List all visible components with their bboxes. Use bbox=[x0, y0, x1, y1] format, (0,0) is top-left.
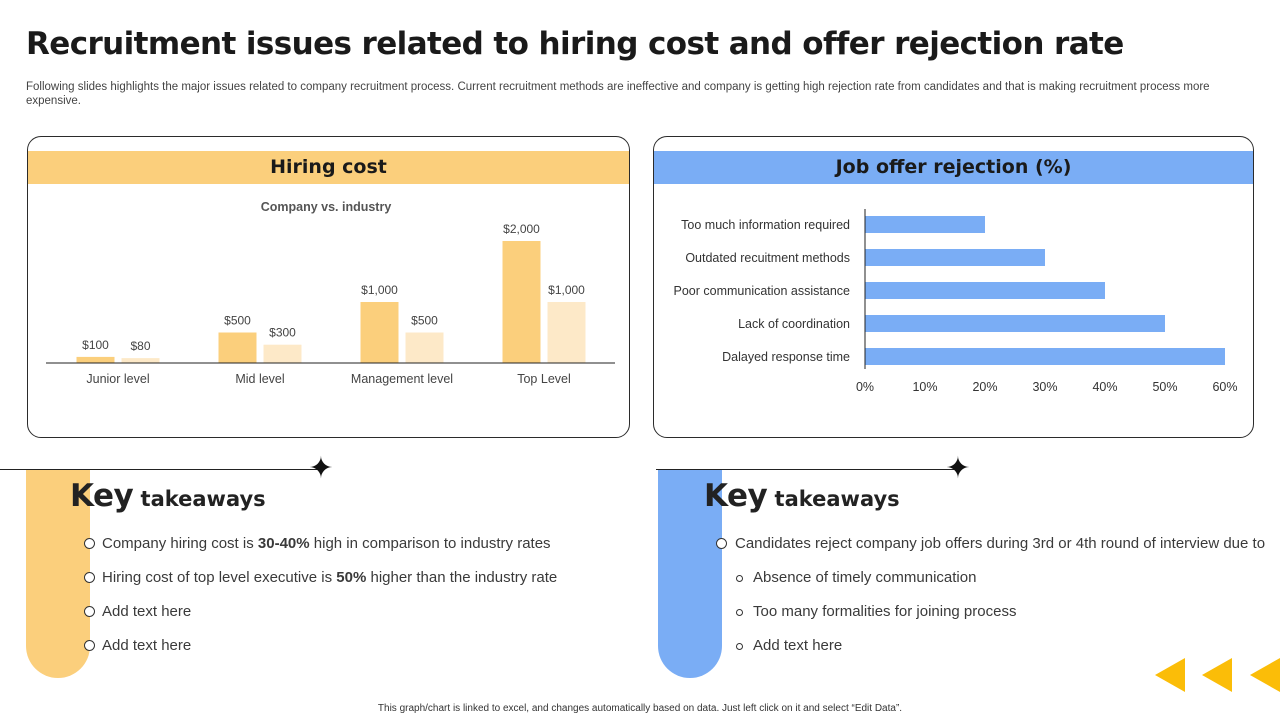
y-tick-label: Too much information required bbox=[681, 218, 850, 232]
takeaways-list-left: Company hiring cost is 30-40% high in co… bbox=[84, 535, 557, 671]
bullet-circle-icon bbox=[84, 640, 95, 651]
hiring-cost-header: Hiring cost bbox=[28, 151, 629, 184]
job-offer-rejection-panel: Job offer rejection (%) Too much informa… bbox=[653, 136, 1254, 438]
data-label: $1,000 bbox=[361, 283, 398, 297]
bar-company[interactable] bbox=[218, 332, 257, 364]
x-tick-label: 40% bbox=[1092, 380, 1117, 394]
hiring-cost-panel: Hiring cost Company vs. industry $100 $80… bbox=[27, 136, 630, 438]
takeaways-word: takeaways bbox=[133, 487, 266, 511]
triangle-left-arrow-icon[interactable] bbox=[1202, 657, 1234, 693]
list-item: Add text here bbox=[84, 603, 557, 637]
list-item: Absence of timely communication bbox=[716, 569, 1265, 603]
takeaways-accent-left bbox=[26, 470, 90, 678]
four-point-star-icon: ✦ bbox=[308, 452, 334, 485]
data-label: $1,000 bbox=[548, 283, 585, 297]
sub-bullet-circle-icon bbox=[736, 575, 743, 582]
four-point-star-icon: ✦ bbox=[945, 452, 971, 485]
key-word: Key bbox=[704, 478, 768, 514]
y-tick-label: Poor communication assistance bbox=[674, 284, 851, 298]
data-label: $500 bbox=[224, 314, 251, 328]
x-tick-label: 10% bbox=[912, 380, 937, 394]
bar-company[interactable] bbox=[360, 302, 399, 363]
triangle-left-arrow-icon[interactable] bbox=[1250, 657, 1280, 693]
data-label: $500 bbox=[411, 314, 438, 328]
rejection-bar[interactable] bbox=[865, 348, 1225, 365]
divider-line-right bbox=[656, 469, 956, 470]
key-word: Key bbox=[70, 478, 134, 514]
page-title: Recruitment issues related to hiring cos… bbox=[26, 26, 1124, 62]
bar-industry[interactable] bbox=[405, 332, 444, 364]
rejection-bar[interactable] bbox=[865, 249, 1045, 266]
bar-industry[interactable] bbox=[547, 302, 586, 363]
x-tick-label: Top Level bbox=[517, 372, 571, 386]
bullet-circle-icon bbox=[84, 538, 95, 549]
list-item: Candidates reject company job offers dur… bbox=[716, 535, 1265, 569]
rejection-bar[interactable] bbox=[865, 282, 1105, 299]
y-tick-label: Dalayed response time bbox=[722, 350, 850, 364]
bullet-circle-icon bbox=[84, 572, 95, 583]
takeaways-word: takeaways bbox=[767, 487, 900, 511]
bar-industry[interactable] bbox=[121, 358, 160, 363]
list-item: Hiring cost of top level executive is 50… bbox=[84, 569, 557, 603]
data-label: $2,000 bbox=[503, 222, 540, 236]
x-tick-label: Management level bbox=[351, 372, 453, 386]
job-offer-rejection-header: Job offer rejection (%) bbox=[654, 151, 1253, 184]
bar-company[interactable] bbox=[76, 356, 115, 363]
hiring-cost-chart[interactable]: Company vs. industry $100 $80 $500 $300 $1,0… bbox=[28, 193, 629, 433]
sub-bullet-circle-icon bbox=[736, 609, 743, 616]
chart-title: Company vs. industry bbox=[261, 200, 392, 214]
key-takeaways-title-left: Key takeaways bbox=[70, 478, 266, 514]
list-item: Add text here bbox=[84, 637, 557, 671]
bar-industry[interactable] bbox=[263, 344, 302, 363]
data-label: $80 bbox=[130, 339, 150, 353]
triangle-left-arrow-icon[interactable] bbox=[1155, 657, 1187, 693]
y-tick-label: Lack of coordination bbox=[738, 317, 850, 331]
bullet-circle-icon bbox=[716, 538, 727, 549]
list-item: Company hiring cost is 30-40% high in co… bbox=[84, 535, 557, 569]
page-subtitle: Following slides highlights the major is… bbox=[26, 81, 1210, 107]
sub-bullet-circle-icon bbox=[736, 643, 743, 650]
x-tick-label: Junior level bbox=[86, 372, 149, 386]
list-item: Too many formalities for joining process bbox=[716, 603, 1265, 637]
bar-company[interactable] bbox=[502, 241, 541, 363]
rejection-bar[interactable] bbox=[865, 216, 985, 233]
takeaways-accent-right bbox=[658, 470, 722, 678]
data-label: $100 bbox=[82, 338, 109, 352]
x-tick-label: 30% bbox=[1032, 380, 1057, 394]
takeaways-list-right: Candidates reject company job offers dur… bbox=[716, 535, 1265, 671]
key-takeaways-title-right: Key takeaways bbox=[704, 478, 900, 514]
rejection-bar[interactable] bbox=[865, 315, 1165, 332]
x-tick-label: 20% bbox=[972, 380, 997, 394]
divider-line-left bbox=[0, 469, 322, 470]
x-tick-label: 60% bbox=[1212, 380, 1237, 394]
x-tick-label: Mid level bbox=[235, 372, 284, 386]
x-tick-label: 50% bbox=[1152, 380, 1177, 394]
y-tick-label: Outdated recuitment methods bbox=[685, 251, 850, 265]
job-offer-rejection-chart[interactable]: Too much information required Outdated re… bbox=[654, 193, 1253, 433]
bullet-circle-icon bbox=[84, 606, 95, 617]
list-item: Add text here bbox=[716, 637, 1265, 671]
x-tick-label: 0% bbox=[856, 380, 874, 394]
data-label: $300 bbox=[269, 326, 296, 340]
footer-note: This graph/chart is linked to excel, and… bbox=[377, 703, 903, 714]
